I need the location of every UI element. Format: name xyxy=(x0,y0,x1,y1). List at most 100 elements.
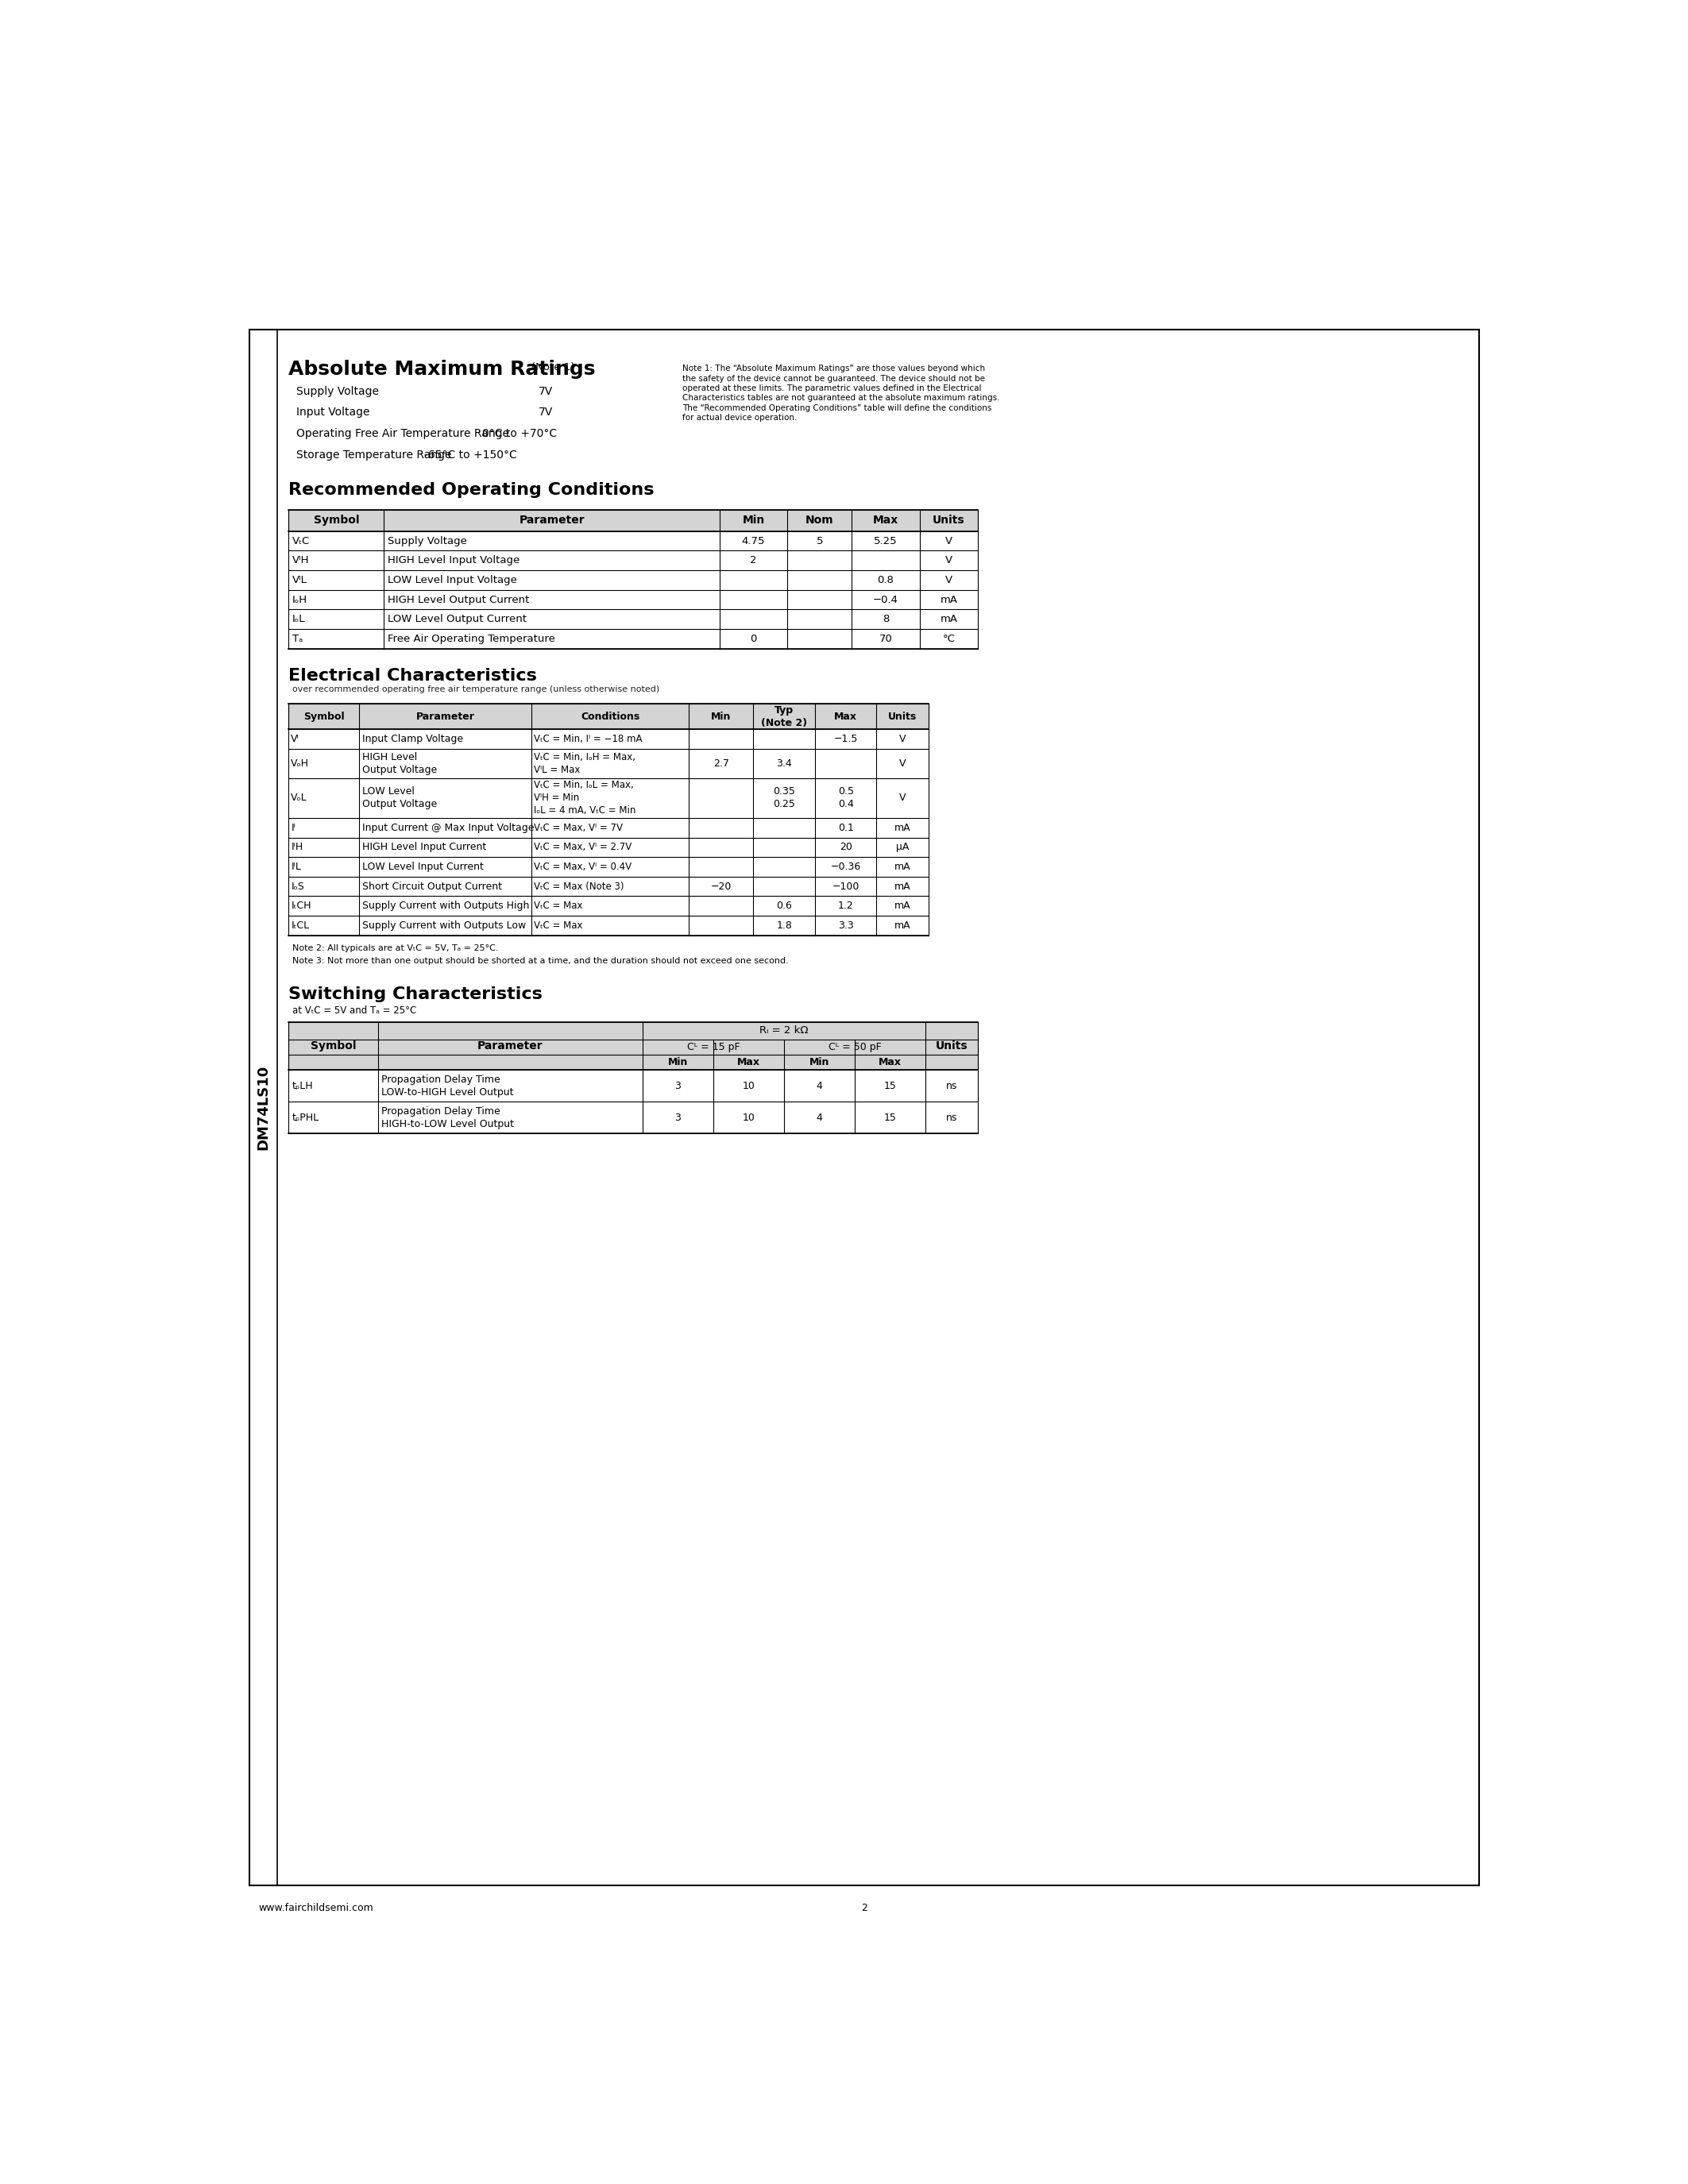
Text: V: V xyxy=(945,535,952,546)
Text: V: V xyxy=(945,555,952,566)
Text: 0: 0 xyxy=(749,633,756,644)
Text: Cᴸ = 15 pF: Cᴸ = 15 pF xyxy=(687,1042,739,1053)
Text: −0.4: −0.4 xyxy=(873,594,898,605)
Text: Note 3: Not more than one output should be shorted at a time, and the duration s: Note 3: Not more than one output should … xyxy=(292,957,788,965)
Text: Characteristics tables are not guaranteed at the absolute maximum ratings.: Characteristics tables are not guarantee… xyxy=(682,393,999,402)
Text: Max: Max xyxy=(738,1057,760,1068)
Text: Note 2: All typicals are at VₜC = 5V, Tₐ = 25°C.: Note 2: All typicals are at VₜC = 5V, Tₐ… xyxy=(292,943,498,952)
Text: over recommended operating free air temperature range (unless otherwise noted): over recommended operating free air temp… xyxy=(292,686,660,692)
Text: Supply Voltage: Supply Voltage xyxy=(388,535,468,546)
Text: VₜC = Min, IₒH = Max,
VᴵL = Max: VₜC = Min, IₒH = Max, VᴵL = Max xyxy=(533,751,636,775)
Text: Supply Current with Outputs Low: Supply Current with Outputs Low xyxy=(363,919,527,930)
Bar xyxy=(289,1022,977,1070)
Text: IₜCH: IₜCH xyxy=(290,900,311,911)
Text: Min: Min xyxy=(810,1057,829,1068)
Text: Parameter: Parameter xyxy=(518,515,584,526)
Text: 0.5
0.4: 0.5 0.4 xyxy=(837,786,854,810)
Text: Propagation Delay Time
LOW-to-HIGH Level Output: Propagation Delay Time LOW-to-HIGH Level… xyxy=(381,1075,513,1096)
Text: −100: −100 xyxy=(832,882,859,891)
Text: 70: 70 xyxy=(879,633,893,644)
Text: the safety of the device cannot be guaranteed. The device should not be: the safety of the device cannot be guara… xyxy=(682,376,986,382)
Text: Supply Voltage: Supply Voltage xyxy=(295,387,378,397)
Text: mA: mA xyxy=(940,594,957,605)
Text: 0.1: 0.1 xyxy=(837,823,854,832)
Text: Min: Min xyxy=(668,1057,689,1068)
Text: VₜC = Min, Iᴵ = −18 mA: VₜC = Min, Iᴵ = −18 mA xyxy=(533,734,643,745)
Text: Units: Units xyxy=(888,712,917,721)
Text: 20: 20 xyxy=(839,843,852,852)
Text: at VₜC = 5V and Tₐ = 25°C: at VₜC = 5V and Tₐ = 25°C xyxy=(292,1005,417,1016)
Text: mA: mA xyxy=(895,863,912,871)
Text: Electrical Characteristics: Electrical Characteristics xyxy=(289,668,537,684)
Text: Storage Temperature Range: Storage Temperature Range xyxy=(295,450,451,461)
Text: LOW Level Output Current: LOW Level Output Current xyxy=(388,614,527,625)
Text: mA: mA xyxy=(895,823,912,832)
Text: V: V xyxy=(900,734,906,745)
Text: 4: 4 xyxy=(817,1081,822,1092)
Text: V: V xyxy=(945,574,952,585)
Text: (Note 1): (Note 1) xyxy=(532,363,576,371)
Text: Max: Max xyxy=(834,712,858,721)
Text: Free Air Operating Temperature: Free Air Operating Temperature xyxy=(388,633,555,644)
Text: VₜC = Max, Vᴵ = 0.4V: VₜC = Max, Vᴵ = 0.4V xyxy=(533,863,631,871)
Text: VₜC = Max: VₜC = Max xyxy=(533,900,582,911)
Text: mA: mA xyxy=(940,614,957,625)
Text: mA: mA xyxy=(895,882,912,891)
Text: Propagation Delay Time
HIGH-to-LOW Level Output: Propagation Delay Time HIGH-to-LOW Level… xyxy=(381,1105,515,1129)
Text: −0.36: −0.36 xyxy=(830,863,861,871)
Text: IᴵL: IᴵL xyxy=(290,863,300,871)
Text: 15: 15 xyxy=(885,1081,896,1092)
Text: 10: 10 xyxy=(743,1112,755,1123)
Text: 3.3: 3.3 xyxy=(837,919,854,930)
Text: 4.75: 4.75 xyxy=(741,535,765,546)
Text: www.fairchildsemi.com: www.fairchildsemi.com xyxy=(258,1902,373,1913)
Text: μA: μA xyxy=(896,843,910,852)
Text: 15: 15 xyxy=(885,1112,896,1123)
Text: 10: 10 xyxy=(743,1081,755,1092)
Text: 3: 3 xyxy=(675,1112,680,1123)
Text: tₚPHL: tₚPHL xyxy=(292,1112,319,1123)
Text: Symbol: Symbol xyxy=(311,1040,356,1053)
Text: Units: Units xyxy=(933,515,966,526)
Text: Parameter: Parameter xyxy=(417,712,474,721)
Text: VₜC = Min, IₒL = Max,
VᴵH = Min
IₒL = 4 mA, VₜC = Min: VₜC = Min, IₒL = Max, VᴵH = Min IₒL = 4 … xyxy=(533,780,636,817)
Text: LOW Level Input Current: LOW Level Input Current xyxy=(363,863,484,871)
Text: 0°C to +70°C: 0°C to +70°C xyxy=(483,428,557,439)
Text: Input Current @ Max Input Voltage: Input Current @ Max Input Voltage xyxy=(363,823,535,832)
Text: Switching Characteristics: Switching Characteristics xyxy=(289,987,542,1002)
Text: V: V xyxy=(900,758,906,769)
Text: 1.8: 1.8 xyxy=(776,919,792,930)
Text: VᴵH: VᴵH xyxy=(292,555,309,566)
Text: 8: 8 xyxy=(883,614,890,625)
Text: 3.4: 3.4 xyxy=(776,758,792,769)
Text: V: V xyxy=(900,793,906,804)
Text: 0.8: 0.8 xyxy=(878,574,895,585)
Text: −1.5: −1.5 xyxy=(834,734,858,745)
Text: The “Recommended Operating Conditions” table will define the conditions: The “Recommended Operating Conditions” t… xyxy=(682,404,993,413)
Text: HIGH Level
Output Voltage: HIGH Level Output Voltage xyxy=(363,751,437,775)
Text: VₜC = Max (Note 3): VₜC = Max (Note 3) xyxy=(533,882,625,891)
Text: VₒH: VₒH xyxy=(290,758,309,769)
Text: Symbol: Symbol xyxy=(304,712,344,721)
Text: 7V: 7V xyxy=(538,387,554,397)
Text: VᴵL: VᴵL xyxy=(292,574,307,585)
Text: Vᴵ: Vᴵ xyxy=(290,734,299,745)
Text: Cᴸ = 50 pF: Cᴸ = 50 pF xyxy=(829,1042,881,1053)
Text: IₜCL: IₜCL xyxy=(290,919,309,930)
Text: VₒL: VₒL xyxy=(290,793,307,804)
Text: 1.2: 1.2 xyxy=(837,900,854,911)
Bar xyxy=(289,703,928,729)
Text: Short Circuit Output Current: Short Circuit Output Current xyxy=(363,882,503,891)
Text: °C: °C xyxy=(942,633,955,644)
Text: operated at these limits. The parametric values defined in the Electrical: operated at these limits. The parametric… xyxy=(682,384,982,393)
Text: for actual device operation.: for actual device operation. xyxy=(682,413,797,422)
Text: 0.6: 0.6 xyxy=(776,900,792,911)
Text: Input Clamp Voltage: Input Clamp Voltage xyxy=(363,734,464,745)
Text: LOW Level
Output Voltage: LOW Level Output Voltage xyxy=(363,786,437,810)
Text: -65°C to +150°C: -65°C to +150°C xyxy=(424,450,517,461)
Text: Rₗ = 2 kΩ: Rₗ = 2 kΩ xyxy=(760,1026,809,1035)
Text: Parameter: Parameter xyxy=(478,1040,544,1053)
Text: Typ
(Note 2): Typ (Note 2) xyxy=(761,705,807,727)
Text: Operating Free Air Temperature Range: Operating Free Air Temperature Range xyxy=(295,428,508,439)
Text: Max: Max xyxy=(879,1057,901,1068)
